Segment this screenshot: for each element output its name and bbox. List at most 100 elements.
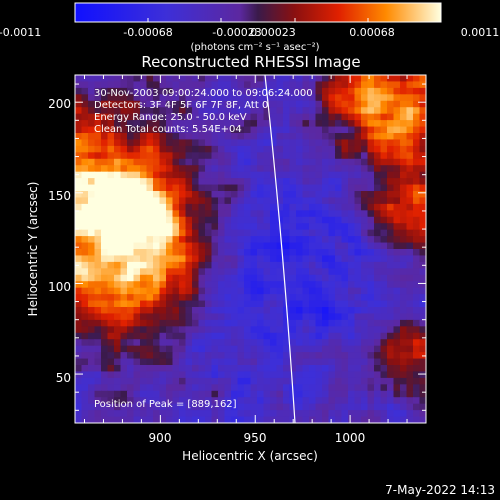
heatmap-cell — [387, 384, 395, 392]
heatmap-cell — [244, 171, 252, 179]
heatmap-cell — [387, 210, 395, 218]
heatmap-cell — [400, 294, 408, 302]
heatmap-cell — [413, 178, 421, 186]
heatmap-cell — [354, 274, 362, 282]
heatmap-cell — [218, 281, 226, 289]
heatmap-cell — [120, 223, 128, 231]
heatmap-cell — [361, 94, 369, 102]
heatmap-cell — [276, 397, 284, 405]
heatmap-cell — [283, 126, 291, 134]
heatmap-cell — [380, 377, 388, 385]
heatmap-cell — [413, 165, 421, 173]
heatmap-cell — [367, 345, 375, 353]
heatmap-cell — [276, 139, 284, 147]
heatmap-cell — [406, 120, 414, 128]
heatmap-cell — [354, 171, 362, 179]
heatmap-cell — [107, 216, 115, 224]
heatmap-cell — [335, 294, 343, 302]
heatmap-cell — [172, 313, 180, 321]
heatmap-cell — [75, 139, 83, 147]
heatmap-cell — [296, 242, 304, 250]
heatmap-cell — [179, 307, 187, 315]
heatmap-cell — [231, 358, 239, 366]
heatmap-cell — [120, 249, 128, 257]
heatmap-cell — [159, 319, 167, 327]
heatmap-cell — [153, 287, 161, 295]
heatmap-cell — [400, 165, 408, 173]
heatmap-cell — [94, 126, 102, 134]
heatmap-cell — [328, 384, 336, 392]
heatmap-cell — [153, 158, 161, 166]
heatmap-cell — [406, 184, 414, 192]
heatmap-cell — [263, 358, 271, 366]
heatmap-cell — [107, 210, 115, 218]
heatmap-cell — [335, 261, 343, 269]
heatmap-cell — [75, 319, 83, 327]
heatmap-cell — [120, 255, 128, 263]
heatmap-cell — [250, 390, 258, 398]
heatmap-cell — [270, 319, 278, 327]
heatmap-cell — [205, 81, 213, 89]
heatmap-cell — [146, 191, 154, 199]
heatmap-cell — [400, 107, 408, 115]
heatmap-cell — [107, 339, 115, 347]
heatmap-cell — [88, 75, 96, 83]
heatmap-cell — [101, 319, 109, 327]
heatmap-cell — [120, 113, 128, 121]
heatmap-cell — [146, 242, 154, 250]
heatmap-cell — [283, 332, 291, 340]
heatmap-cell — [231, 197, 239, 205]
heatmap-cell — [172, 403, 180, 411]
heatmap-cell — [146, 403, 154, 411]
heatmap-cell — [120, 171, 128, 179]
heatmap-cell — [387, 171, 395, 179]
heatmap-cell — [270, 133, 278, 141]
heatmap-cell — [133, 113, 141, 121]
heatmap-cell — [198, 307, 206, 315]
heatmap-cell — [205, 410, 213, 418]
heatmap-cell — [224, 216, 232, 224]
heatmap-cell — [322, 358, 330, 366]
heatmap-cell — [166, 410, 174, 418]
heatmap-cell — [244, 313, 252, 321]
heatmap-cell — [263, 223, 271, 231]
heatmap-cell — [244, 300, 252, 308]
heatmap-cell — [335, 352, 343, 360]
heatmap-cell — [341, 223, 349, 231]
heatmap-cell — [146, 87, 154, 95]
heatmap-cell — [309, 249, 317, 257]
heatmap-cell — [354, 352, 362, 360]
heatmap-cell — [400, 332, 408, 340]
heatmap-cell — [94, 294, 102, 302]
heatmap-cell — [328, 133, 336, 141]
heatmap-cell — [192, 75, 200, 83]
heatmap-cell — [166, 281, 174, 289]
heatmap-cell — [276, 113, 284, 121]
heatmap-cell — [172, 191, 180, 199]
heatmap-cell — [315, 268, 323, 276]
heatmap-cell — [140, 403, 148, 411]
heatmap-cell — [270, 274, 278, 282]
heatmap-cell — [400, 100, 408, 108]
heatmap-cell — [81, 158, 89, 166]
heatmap-cell — [244, 281, 252, 289]
heatmap-cell — [328, 87, 336, 95]
heatmap-cell — [192, 139, 200, 147]
heatmap-cell — [88, 255, 96, 263]
heatmap-cell — [302, 410, 310, 418]
heatmap-cell — [237, 326, 245, 334]
heatmap-cell — [289, 339, 297, 347]
heatmap-cell — [380, 300, 388, 308]
heatmap-cell — [361, 165, 369, 173]
heatmap-cell — [153, 210, 161, 218]
heatmap-cell — [140, 126, 148, 134]
heatmap-cell — [413, 352, 421, 360]
heatmap-cell — [94, 100, 102, 108]
heatmap-cell — [341, 371, 349, 379]
heatmap-cell — [328, 261, 336, 269]
heatmap-cell — [406, 81, 414, 89]
heatmap-cell — [224, 397, 232, 405]
heatmap-cell — [101, 203, 109, 211]
heatmap-cell — [114, 268, 122, 276]
heatmap-cell — [400, 210, 408, 218]
